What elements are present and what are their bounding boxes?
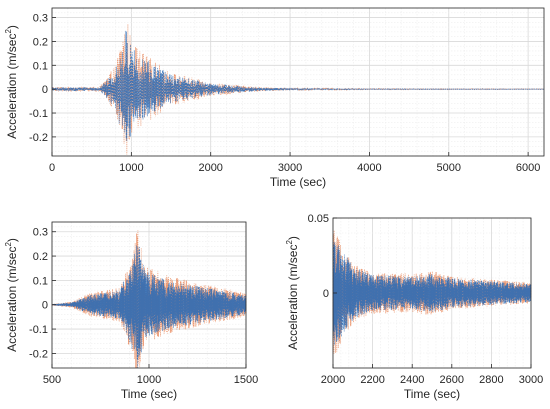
y-tick-label: 0.3 — [33, 13, 48, 25]
axes-frame — [51, 7, 545, 157]
x-axis-label: Time (sec) — [404, 387, 460, 401]
y-tick-label: 0.1 — [33, 275, 48, 287]
y-axis-label-superscript: 2 — [4, 29, 13, 34]
chart-panel-full-record: 0 1000 2000 3000 4000 5000 6000 -0.2 -0.1 0 0.1 0.2… — [4, 7, 545, 189]
y-tick-label: 0.1 — [33, 60, 48, 72]
y-tick-label: 0.05 — [308, 213, 329, 225]
y-tick-label: -0.1 — [29, 108, 48, 120]
x-tick-label: 4000 — [357, 162, 381, 174]
x-tick-label: 3000 — [278, 162, 302, 174]
y-tick-label: 0 — [323, 288, 329, 300]
x-tick-label: 3000 — [519, 374, 543, 386]
x-tick-label: 2200 — [360, 374, 384, 386]
x-tick-label: 500 — [43, 374, 61, 386]
x-tick-label: 2000 — [198, 162, 222, 174]
x-tick-label: 1000 — [119, 162, 143, 174]
y-tick-label: -0.2 — [29, 132, 48, 144]
y-axis-label-superscript: 2 — [285, 240, 294, 245]
y-axis-label-close: ) — [5, 25, 19, 29]
x-tick-label: 5000 — [437, 162, 461, 174]
y-tick-label: -0.2 — [29, 348, 48, 360]
y-axis-label-text: Acceleration (m/sec — [286, 245, 300, 350]
y-tick-label: 0 — [42, 84, 48, 96]
y-axis-label-superscript: 2 — [4, 242, 13, 247]
series-line-2 — [51, 245, 247, 369]
y-axis-label-text: Acceleration (m/sec — [5, 34, 19, 139]
y-axis-label-text: Acceleration (m/sec — [5, 247, 19, 352]
y-tick-label: 0.2 — [33, 251, 48, 263]
y-axis-label: Acceleration (m/sec2) — [4, 25, 19, 139]
x-tick-label: 6000 — [516, 162, 540, 174]
x-tick-label: 2800 — [479, 374, 503, 386]
y-tick-label: -0.1 — [29, 324, 48, 336]
y-axis-label: Acceleration (m/sec2) — [285, 236, 300, 350]
x-tick-label: 1500 — [234, 374, 258, 386]
y-axis-label-close: ) — [286, 236, 300, 240]
y-axis-label: Acceleration (m/sec2) — [4, 238, 19, 352]
series-line-2 — [332, 241, 532, 345]
y-axis-label-close: ) — [5, 238, 19, 242]
x-axis-label: Time (sec) — [270, 175, 326, 189]
x-tick-label: 0 — [49, 162, 55, 174]
y-tick-label: 0.2 — [33, 36, 48, 48]
y-tick-label: 0.3 — [33, 227, 48, 239]
chart-panel-zoom-2000-3000: 2000 2200 2400 2600 2800 3000 0 0.05 Time (sec) A… — [285, 213, 543, 401]
x-tick-label: 2400 — [400, 374, 424, 386]
series-line-2 — [51, 30, 545, 142]
chart-panel-zoom-500-1500: 500 1000 1500 -0.2 -0.1 0 0.1 0.2 0.3 Time (sec) A… — [4, 221, 258, 401]
x-tick-label: 2000 — [321, 374, 345, 386]
x-tick-label: 2600 — [440, 374, 464, 386]
x-tick-label: 1000 — [137, 374, 161, 386]
x-axis-label: Time (sec) — [121, 387, 177, 401]
y-tick-label: 0 — [42, 300, 48, 312]
